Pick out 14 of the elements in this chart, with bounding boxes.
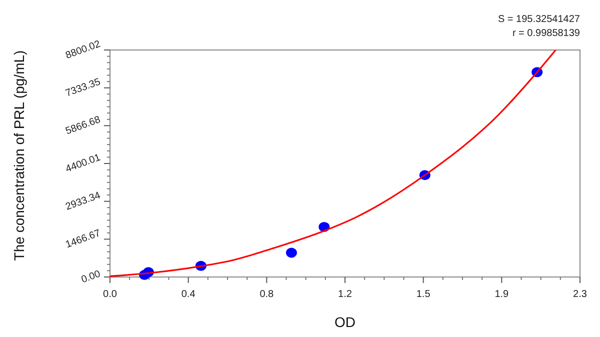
x-tick-label: 0.0	[103, 289, 118, 300]
x-axis-title: OD	[334, 314, 356, 330]
y-axis-title: The concentration of PRL (pg/mL)	[11, 50, 27, 261]
x-tick-label: 1.5	[416, 289, 431, 300]
x-tick-label: 0.8	[260, 289, 274, 300]
text: r = 0.99858139	[512, 28, 580, 39]
x-tick-label: 1.2	[338, 289, 352, 300]
point	[286, 248, 297, 258]
y-tick-label: 0.00	[80, 268, 102, 286]
x-tick-label: 0.4	[181, 289, 196, 300]
text: S = 195.32541427	[498, 14, 580, 25]
x-tick-label: 1.9	[494, 289, 510, 300]
x-tick-label: 2.3	[573, 289, 588, 300]
y-tick-label: 4400.01	[64, 152, 102, 176]
